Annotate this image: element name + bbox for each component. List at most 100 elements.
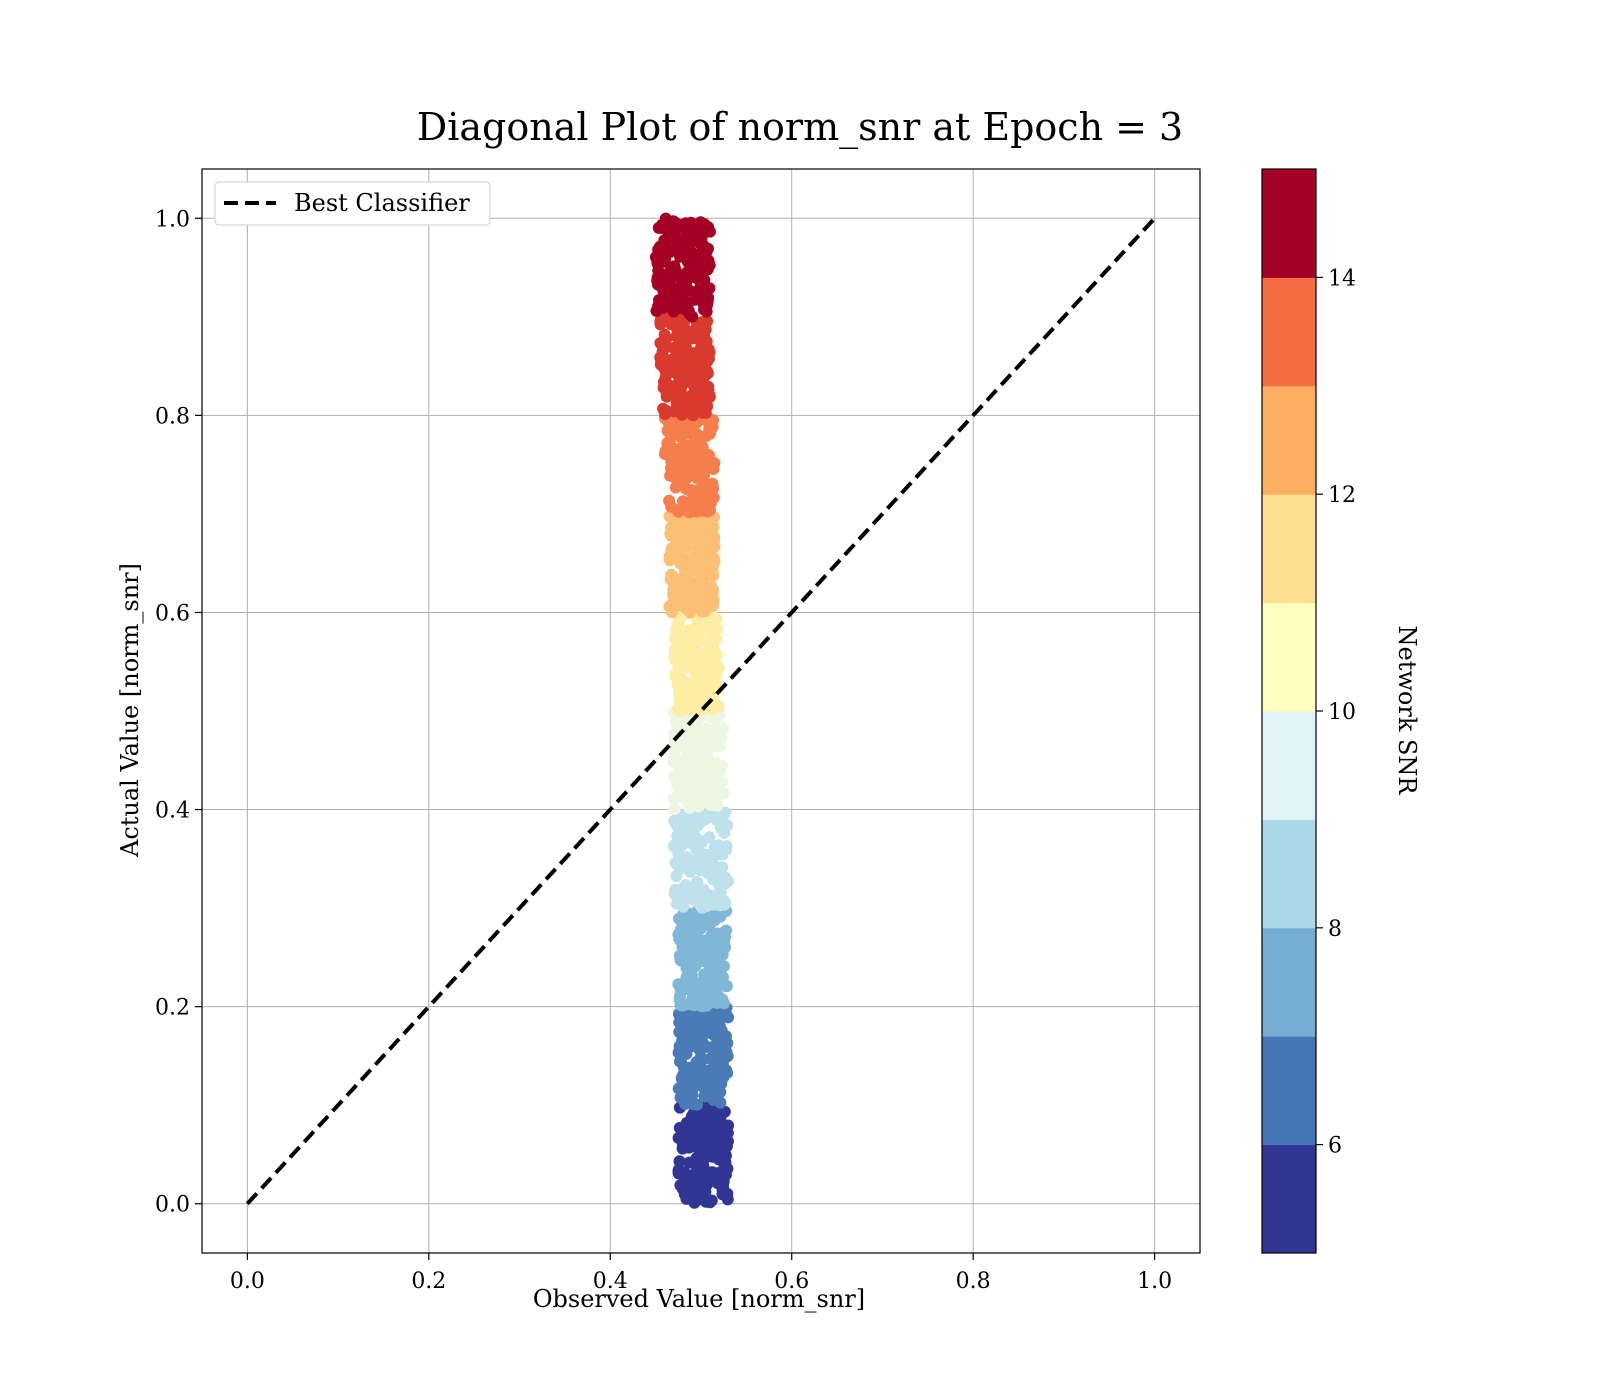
scatter-point [714, 1030, 727, 1043]
y-tick-label: 1.0 [155, 207, 190, 232]
scatter-point [674, 576, 687, 589]
scatter-point [676, 1075, 689, 1088]
scatter-point [693, 325, 706, 338]
scatter-point [699, 380, 712, 392]
colorbar-level [1262, 711, 1316, 820]
colorbar-tick-label: 8 [1328, 917, 1342, 942]
colorbar-level [1262, 169, 1316, 278]
scatter-point [675, 923, 687, 936]
scatter-point [683, 861, 696, 874]
y-tick-label: 0.8 [155, 404, 190, 429]
scatter-point [679, 680, 692, 693]
scatter-point [721, 1187, 734, 1200]
scatter-point [710, 1045, 723, 1058]
y-tick-label: 0.6 [155, 601, 190, 626]
scatter-point [711, 963, 724, 976]
y-axis-label: Actual Value [norm_snr] [116, 563, 144, 858]
scatter-point [676, 954, 689, 967]
scatter-point [703, 981, 716, 994]
scatter-point [686, 1034, 699, 1047]
scatter-point [697, 1132, 710, 1144]
scatter-point [683, 658, 696, 670]
scatter-point [665, 568, 678, 581]
scatter-point [706, 583, 719, 596]
scatter-point [696, 605, 709, 618]
legend: Best Classifier [214, 181, 491, 226]
scatter-point [704, 497, 717, 510]
scatter-point [703, 594, 716, 607]
scatter-point [667, 292, 680, 305]
scatter-point [700, 945, 713, 958]
scatter-point [693, 461, 706, 474]
scatter-point [702, 1026, 714, 1039]
scatter-point [673, 356, 686, 369]
scatter-point [702, 350, 715, 363]
scatter-point [678, 523, 691, 536]
scatter-point [715, 776, 728, 789]
scatter-point [685, 1110, 698, 1123]
scatter-point [679, 1091, 692, 1104]
scatter-point [716, 1145, 729, 1158]
scatter-point [687, 551, 700, 564]
scatter-point [692, 800, 705, 813]
scatter-point [688, 628, 701, 641]
scatter-point [662, 227, 675, 240]
scatter-point [695, 689, 708, 702]
scatter-point [677, 476, 690, 489]
scatter-point [711, 1074, 724, 1087]
scatter-point [690, 989, 703, 1002]
scatter-point [702, 254, 715, 267]
scatter-point [698, 525, 711, 538]
colorbar-level [1262, 1144, 1316, 1254]
scatter-point [665, 521, 678, 534]
scatter-point [705, 772, 718, 785]
legend-box [214, 181, 491, 226]
scatter-point [680, 1186, 692, 1198]
scatter-point [719, 871, 732, 884]
scatter-point [700, 999, 713, 1012]
scatter-point [713, 1126, 726, 1139]
scatter-point [671, 829, 684, 842]
scatter-point [690, 1012, 703, 1025]
x-axis-ticks: 0.0 0.2 0.4 0.6 0.8 1.0 [230, 1253, 1172, 1294]
scatter-point [691, 741, 703, 754]
scatter-point [707, 644, 720, 657]
scatter-point [660, 385, 673, 398]
scatter-point [670, 330, 683, 343]
scatter-point [696, 649, 709, 662]
scatter-point [658, 249, 671, 262]
scatter-point [674, 989, 687, 1002]
scatter-point [719, 980, 732, 992]
x-tick-label: 0.6 [774, 1269, 809, 1294]
scatter-point [718, 826, 731, 839]
scatter-point [685, 257, 698, 270]
scatter-point [698, 390, 711, 403]
colorbar-tick-label: 12 [1328, 483, 1356, 508]
colorbar-level [1262, 494, 1316, 604]
scatter-point [682, 944, 695, 957]
scatter-point [695, 584, 708, 597]
scatter-point [691, 819, 704, 832]
scatter-point [704, 1088, 717, 1101]
scatter-point [674, 385, 687, 398]
scatter-point [706, 1150, 719, 1163]
scatter-point [658, 363, 671, 376]
scatter-point [694, 923, 707, 935]
scatter-point [667, 793, 680, 806]
scatter-point [720, 1046, 733, 1059]
scatter-point [698, 430, 711, 443]
scatter-point [679, 532, 691, 545]
scatter-point [679, 1131, 691, 1144]
best-classifier-line [245, 216, 1157, 1206]
scatter-point [654, 318, 667, 331]
scatter-point [668, 593, 681, 605]
scatter-point [672, 978, 685, 991]
colorbar-level [1262, 1036, 1316, 1146]
scatter-point [656, 297, 669, 310]
colorbar-level [1262, 927, 1316, 1037]
scatter-point [697, 1145, 710, 1158]
scatter-point [713, 890, 726, 903]
scatter-point [672, 425, 685, 438]
scatter-point [691, 485, 704, 498]
scatter-point [671, 820, 684, 833]
